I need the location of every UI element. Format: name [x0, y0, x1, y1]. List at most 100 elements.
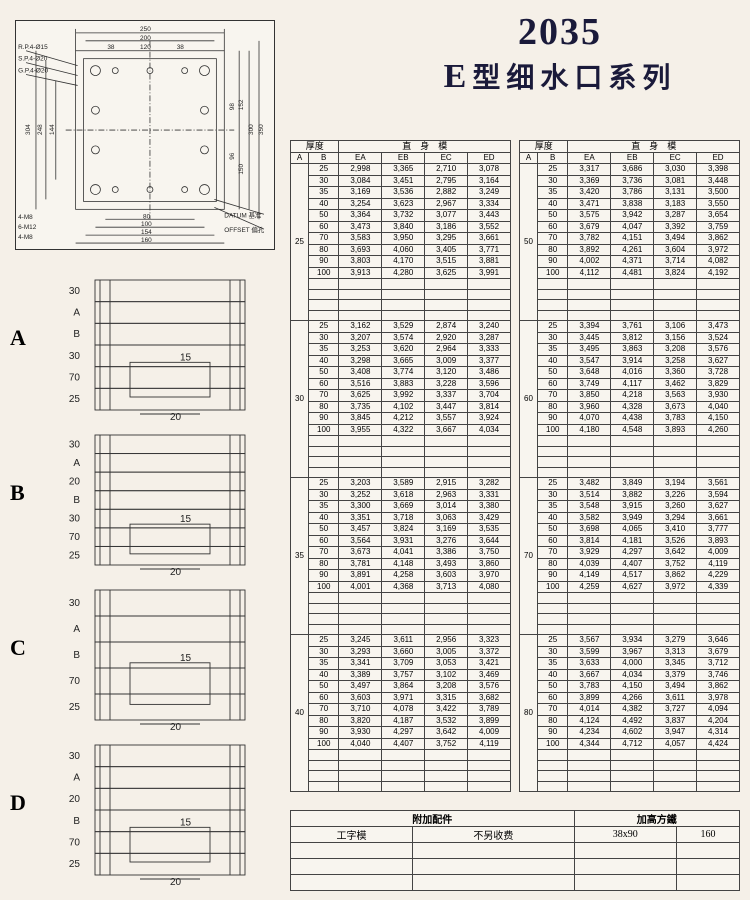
- blank-row: [291, 771, 511, 782]
- svg-text:6-M12: 6-M12: [18, 224, 37, 231]
- svg-text:B: B: [73, 329, 80, 340]
- a-cell: 25: [291, 164, 309, 321]
- data-table: 厚度直 身 模ABEAEBECED50253,3173,6863,0303,39…: [519, 140, 740, 792]
- table-row: 1004,0014,3683,7134,080: [291, 581, 511, 593]
- table-row: 1003,9134,2803,6253,991: [291, 267, 511, 279]
- table-row: 903,9304,2973,6424,009: [291, 727, 511, 739]
- blank-row: [520, 614, 740, 625]
- table-row: 603,5163,8833,2283,596: [291, 378, 511, 390]
- table-row: 303,2933,6603,0053,372: [291, 646, 511, 658]
- table-row: 703,8504,2183,5633,930: [520, 390, 740, 402]
- table-row: 1004,0404,4073,7524,119: [291, 738, 511, 750]
- side-diagram-b: B 30A20B3070251520: [10, 425, 275, 580]
- svg-text:100: 100: [141, 221, 152, 228]
- top-plan-diagram: 250 200 120 38 38 304 248 144 R.P.4-Ø15 …: [15, 20, 275, 250]
- table-row: 353,3003,6693,0143,380: [291, 501, 511, 513]
- svg-text:250: 250: [140, 26, 151, 33]
- svg-text:70: 70: [69, 838, 81, 849]
- svg-text:30: 30: [69, 514, 81, 525]
- table-row: 1004,2594,6273,9724,339: [520, 581, 740, 593]
- side-section-diagrams: A 30AB3070251520 B 30A20B3070251520 C 30…: [10, 270, 275, 890]
- table-row: 603,5643,9313,2763,644: [291, 535, 511, 547]
- table-row: 603,6794,0473,3923,759: [520, 221, 740, 233]
- table-row: 353,1693,5362,8823,249: [291, 187, 511, 199]
- svg-text:80: 80: [143, 213, 151, 220]
- table-row: 503,3643,7323,0773,443: [291, 210, 511, 222]
- table-row: 904,2344,6023,9474,314: [520, 727, 740, 739]
- table-row: 703,7104,0783,4223,789: [291, 704, 511, 716]
- blank-row: [520, 771, 740, 782]
- title-number: 2035: [380, 10, 740, 54]
- blank-row: [291, 781, 511, 792]
- table-row: 403,5473,9143,2583,627: [520, 355, 740, 367]
- svg-text:350: 350: [258, 124, 265, 135]
- svg-text:120: 120: [140, 44, 151, 51]
- svg-text:15: 15: [180, 817, 192, 828]
- table-row: 303,0843,4512,7953,164: [291, 175, 511, 187]
- table-row: 904,1494,5173,8624,229: [520, 570, 740, 582]
- blank-row: [291, 750, 511, 761]
- blank-row: [520, 300, 740, 311]
- table-row: 403,3893,7573,1023,469: [291, 669, 511, 681]
- svg-text:70: 70: [69, 373, 81, 384]
- blank-row: [291, 446, 511, 457]
- svg-text:200: 200: [140, 35, 151, 42]
- svg-text:B: B: [73, 650, 80, 661]
- table-row: 50253,3173,6863,0303,398: [520, 164, 740, 176]
- table-row: 303,3693,7363,0813,448: [520, 175, 740, 187]
- svg-text:A: A: [73, 624, 80, 635]
- a-cell: 50: [520, 164, 538, 321]
- table-row: 803,7354,1023,4473,814: [291, 401, 511, 413]
- blank-row: [520, 310, 740, 321]
- col-header: A: [520, 152, 538, 164]
- blank-row: [291, 300, 511, 311]
- table-row: 353,5483,9153,2603,627: [520, 501, 740, 513]
- side-diagram-a: A 30AB3070251520: [10, 270, 275, 425]
- svg-text:20: 20: [170, 877, 182, 888]
- col-header: 厚度: [520, 141, 568, 153]
- blank-row: [291, 289, 511, 300]
- blank-row: [291, 467, 511, 478]
- a-cell: 40: [291, 635, 309, 792]
- svg-text:152: 152: [238, 99, 245, 110]
- svg-text:70: 70: [69, 676, 81, 687]
- data-table: 厚度直 身 模ABEAEBECED25252,9983,3652,7103,07…: [290, 140, 511, 792]
- table-row: 353,4203,7863,1313,500: [520, 187, 740, 199]
- blank-row: [291, 279, 511, 290]
- svg-text:4-M8: 4-M8: [18, 234, 33, 241]
- svg-text:30: 30: [69, 751, 81, 762]
- svg-text:A: A: [73, 308, 80, 319]
- col-header: EB: [611, 152, 654, 164]
- data-table-left: 厚度直 身 模ABEAEBECED25252,9983,3652,7103,07…: [290, 140, 511, 792]
- side-label: B: [10, 480, 25, 506]
- table-row: 503,6984,0653,4103,777: [520, 524, 740, 536]
- table-row: 353,3413,7093,0533,421: [291, 658, 511, 670]
- svg-text:150: 150: [238, 163, 245, 174]
- table-row: 803,6934,0603,4053,771: [291, 244, 511, 256]
- table-row: 903,8034,1703,5153,881: [291, 256, 511, 268]
- svg-text:15: 15: [180, 352, 192, 363]
- blank-row: [520, 467, 740, 478]
- table-row: 603,4733,8403,1863,552: [291, 221, 511, 233]
- table-row: 503,7834,1503,4943,862: [520, 681, 740, 693]
- svg-text:304: 304: [25, 124, 32, 135]
- blank-row: [520, 446, 740, 457]
- page-title: 2035 E型细水口系列: [380, 10, 740, 96]
- accessory-blank-row: [291, 859, 740, 875]
- svg-text:20: 20: [69, 476, 81, 487]
- table-row: 353,2533,6202,9643,333: [291, 344, 511, 356]
- accessory-table: 附加配件 加高方鐵 工字模 不另收费 38x90 160: [290, 810, 740, 891]
- svg-text:B: B: [73, 816, 80, 827]
- svg-text:S.P.4-Ø20: S.P.4-Ø20: [18, 56, 48, 63]
- blank-row: [520, 624, 740, 635]
- svg-text:25: 25: [69, 859, 81, 870]
- col-header: B: [309, 152, 339, 164]
- col-header: EA: [339, 152, 382, 164]
- accessory-header-left: 附加配件: [291, 811, 575, 827]
- svg-text:30: 30: [69, 286, 81, 297]
- a-cell: 70: [520, 478, 538, 635]
- svg-text:15: 15: [180, 514, 192, 525]
- svg-text:30: 30: [69, 439, 81, 450]
- col-header: ED: [697, 152, 740, 164]
- svg-text:DATUM 基准: DATUM 基准: [224, 210, 262, 219]
